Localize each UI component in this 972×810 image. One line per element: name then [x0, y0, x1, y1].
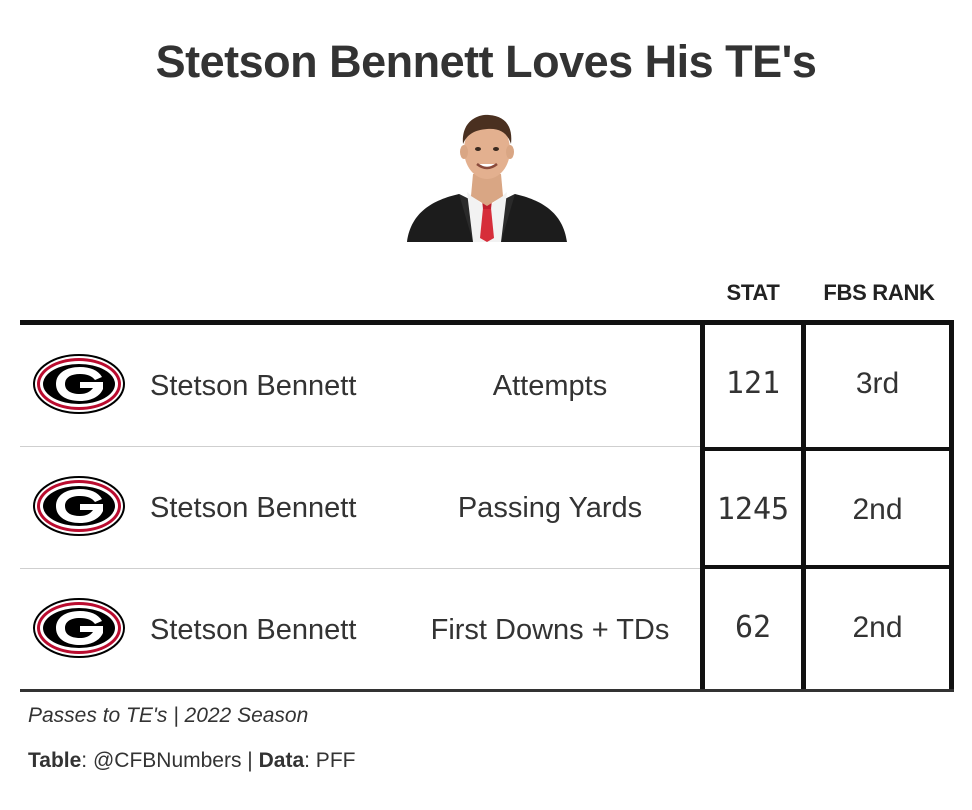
column-header-stat: STAT	[726, 280, 780, 305]
column-header-fbs-rank: FBS RANK	[823, 280, 935, 305]
fbs-rank-value: 3rd	[806, 325, 954, 447]
georgia-g-logo-icon	[33, 476, 125, 536]
source-table-label: Table	[28, 749, 82, 772]
metric-label: First Downs + TDs	[430, 614, 670, 646]
source-note: Table: @CFBNumbers | Data: PFF	[28, 749, 355, 773]
source-table-value: : @CFBNumbers |	[81, 749, 259, 772]
source-data-label: Data	[258, 749, 305, 772]
player-name: Stetson Bennett	[150, 370, 357, 402]
fbs-rank-value: 2nd	[806, 569, 954, 691]
stat-value: 62	[700, 569, 806, 691]
row-separator	[20, 446, 700, 447]
metric-label: Passing Yards	[457, 492, 643, 524]
source-data-value: : PFF	[304, 749, 356, 772]
stat-value: 1245	[700, 447, 806, 569]
player-name: Stetson Bennett	[150, 614, 357, 646]
fbs-rank-value: 2nd	[806, 447, 954, 569]
metric-label: Attempts	[492, 370, 608, 402]
stats-table: Stetson Bennett Attempts 121 3rd Stetson…	[20, 320, 954, 692]
player-name: Stetson Bennett	[150, 492, 357, 524]
table-row: Stetson Bennett First Downs + TDs 62 2nd	[20, 569, 954, 691]
row-separator	[20, 568, 700, 569]
georgia-g-logo-icon	[33, 598, 125, 658]
georgia-g-logo-icon	[33, 354, 125, 414]
table-bottom-rule	[20, 689, 954, 692]
table-row: Stetson Bennett Passing Yards 1245 2nd	[20, 447, 954, 569]
table-row: Stetson Bennett Attempts 121 3rd	[20, 325, 954, 447]
player-headshot-icon	[407, 114, 567, 242]
table-subtitle: Passes to TE's | 2022 Season	[28, 704, 309, 727]
stat-value: 121	[700, 325, 806, 447]
page-title: Stetson Bennett Loves His TE's	[155, 36, 817, 87]
table-top-rule	[20, 320, 954, 325]
